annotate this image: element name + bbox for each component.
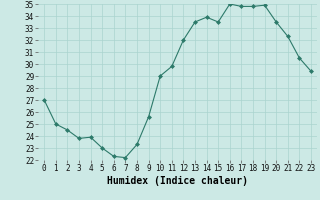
X-axis label: Humidex (Indice chaleur): Humidex (Indice chaleur) <box>107 176 248 186</box>
